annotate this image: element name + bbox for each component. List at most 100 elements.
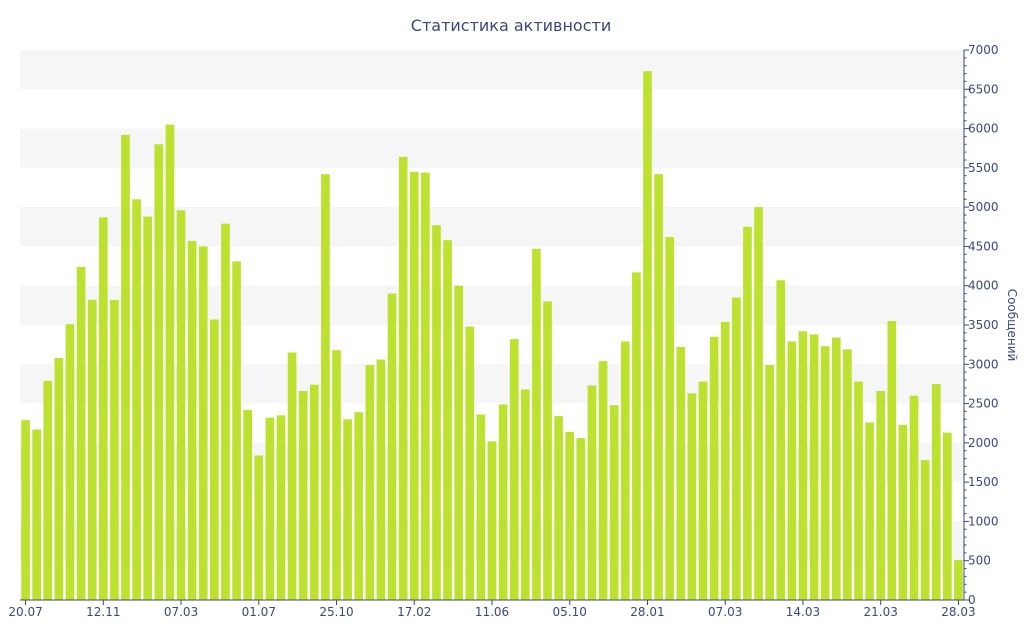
x-tick-label: 07.03 xyxy=(708,605,742,619)
bar xyxy=(309,384,319,600)
bar xyxy=(454,285,464,600)
bar xyxy=(609,405,619,600)
bar xyxy=(187,240,197,600)
bar xyxy=(843,349,852,600)
bar xyxy=(376,359,386,600)
bar xyxy=(298,391,308,600)
bar xyxy=(387,293,397,600)
grid-band xyxy=(20,128,964,168)
y-tick-label: 3500 xyxy=(968,318,999,332)
bar xyxy=(32,429,41,600)
bar xyxy=(831,337,841,600)
bar xyxy=(876,391,886,600)
x-tick-label: 14.03 xyxy=(786,605,820,619)
bar xyxy=(720,321,730,600)
x-tick-label: 01.07 xyxy=(242,605,276,619)
x-tick-label: 25.10 xyxy=(319,605,353,619)
y-tick-label: 6000 xyxy=(968,122,999,136)
bar xyxy=(898,424,908,600)
y-tick-label: 4500 xyxy=(968,239,999,253)
bar xyxy=(665,237,675,600)
bar xyxy=(165,124,175,600)
x-tick-label: 21.03 xyxy=(864,605,898,619)
bar xyxy=(176,210,186,601)
bar xyxy=(43,380,53,600)
bar xyxy=(676,347,686,600)
bar xyxy=(465,326,475,600)
bar xyxy=(54,358,64,600)
x-tick-label: 28.01 xyxy=(630,605,664,619)
bar xyxy=(243,409,252,600)
bar xyxy=(132,199,141,601)
bar xyxy=(809,334,819,600)
x-tick-label: 17.02 xyxy=(397,605,431,619)
bar xyxy=(532,248,541,601)
y-tick-label: 1500 xyxy=(968,475,999,489)
bar xyxy=(354,412,364,600)
bar xyxy=(87,299,97,600)
bar xyxy=(643,71,652,600)
bar xyxy=(865,422,874,600)
bar xyxy=(787,341,797,600)
bar xyxy=(76,266,86,600)
y-tick-label: 2500 xyxy=(968,397,999,411)
bar xyxy=(409,171,419,601)
bar xyxy=(421,172,430,600)
bar xyxy=(198,246,208,600)
y-tick-label: 5500 xyxy=(968,161,999,175)
bar xyxy=(210,319,219,600)
bar xyxy=(432,225,441,600)
bar xyxy=(654,174,663,600)
axes: 0 500 1000 1500 2000 2500 3000 3500 4000 4500 5000… xyxy=(8,43,998,619)
bar xyxy=(332,350,341,600)
bar xyxy=(365,365,375,600)
bar xyxy=(587,385,597,600)
y-tick-label: 3000 xyxy=(968,357,999,371)
y-tick-label: 4000 xyxy=(968,279,999,293)
x-tick-label: 28.03 xyxy=(941,605,975,619)
bar xyxy=(343,419,352,600)
bar xyxy=(121,134,130,601)
bar xyxy=(754,207,763,600)
grid-band xyxy=(20,50,964,90)
bar xyxy=(576,438,586,600)
y-tick-label: 1000 xyxy=(968,514,999,528)
bar xyxy=(287,352,297,600)
bars xyxy=(21,71,963,601)
bar xyxy=(398,156,408,601)
y-tick-label: 6500 xyxy=(968,82,999,96)
bar xyxy=(509,339,519,600)
bar xyxy=(687,393,697,600)
bar xyxy=(598,361,608,600)
bar xyxy=(931,383,941,600)
bar xyxy=(443,240,452,600)
bar xyxy=(520,389,530,600)
chart-title: Статистика активности xyxy=(411,16,611,35)
bar xyxy=(154,144,164,601)
bar xyxy=(276,415,286,600)
bar xyxy=(98,217,108,601)
bar xyxy=(543,301,552,600)
bar xyxy=(632,272,641,600)
x-tick-label: 05.10 xyxy=(553,605,587,619)
bar xyxy=(265,417,275,600)
bar xyxy=(854,381,863,600)
bar xyxy=(954,559,963,600)
x-tick-label: 12.11 xyxy=(86,605,120,619)
bar xyxy=(698,381,708,600)
bar xyxy=(798,331,808,600)
bar xyxy=(254,455,264,600)
bar xyxy=(232,261,241,600)
bar xyxy=(476,414,486,600)
bar xyxy=(221,223,230,600)
y-tick-label: 5000 xyxy=(968,200,999,214)
bar xyxy=(110,299,119,600)
bar xyxy=(776,280,786,600)
bar xyxy=(554,416,563,600)
x-tick-label: 11.06 xyxy=(475,605,509,619)
y-axis-label: Сообщений xyxy=(1005,289,1019,362)
bar xyxy=(765,365,774,600)
bar xyxy=(143,216,153,600)
bar xyxy=(498,404,508,600)
